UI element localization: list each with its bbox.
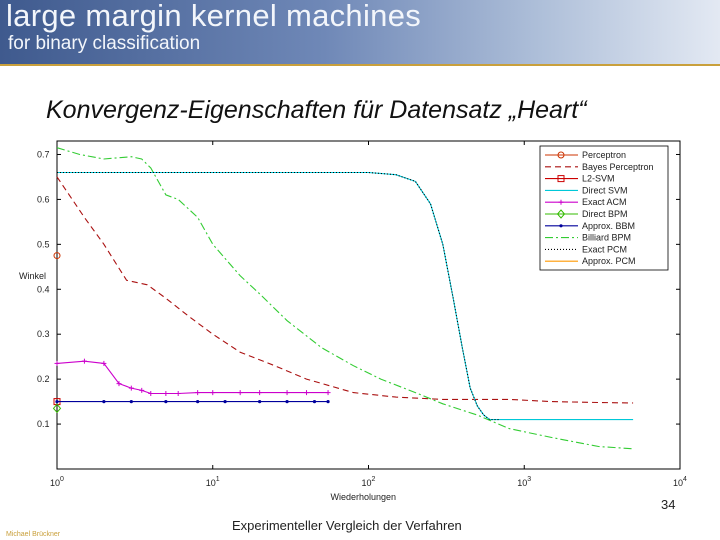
legend-bayes-perceptron-label: Bayes Perceptron [582, 162, 654, 172]
header-rule [0, 64, 720, 66]
legend-perceptron-marker [557, 151, 565, 159]
y-axis-label: Winkel [19, 271, 46, 281]
series-billiard-bpm-line [56, 147, 634, 450]
y-tick-label: 0.1 [37, 419, 50, 429]
y-tick-label: 0.6 [37, 194, 50, 204]
series-approx-bbm-point [312, 400, 317, 404]
y-tick-label: 0.2 [37, 374, 50, 384]
slide-title: Konvergenz-Eigenschaften für Datensatz „… [46, 96, 587, 124]
legend-exact-pcm-label: Exact PCM [582, 244, 627, 254]
series-bayes-perceptron-line [56, 176, 634, 404]
header-subtitle: for binary classification [8, 33, 201, 54]
x-tick-label: 103 [517, 476, 531, 488]
series-approx-bbm-point [223, 400, 227, 404]
legend-l2-svm-label: L2-SVM [582, 174, 615, 184]
legend-perceptron-label: Perceptron [582, 150, 626, 160]
legend-exact-acm-label: Exact ACM [582, 197, 627, 207]
x-tick-label: 101 [206, 476, 220, 488]
series-approx-bbm-point [102, 400, 106, 404]
legend-direct-bpm-label: Direct BPM [582, 209, 628, 219]
series-perceptron-point [53, 252, 61, 260]
series-approx-bbm-point [129, 400, 133, 404]
x-tick-label: 104 [673, 476, 687, 488]
series-exact-pcm-line [57, 171, 501, 421]
x-tick-label: 100 [50, 476, 64, 488]
y-tick-label: 0.5 [37, 239, 50, 249]
legend-approx-pcm-label: Approx. PCM [582, 256, 636, 266]
series-approx-bbm-point [326, 400, 330, 404]
x-tick-label: 102 [362, 476, 376, 488]
x-axis-label: Wiederholungen [331, 492, 397, 502]
y-tick-label: 0.7 [37, 149, 50, 159]
slide-number: 34 [661, 497, 676, 512]
legend-direct-bpm-marker [556, 209, 566, 219]
series-approx-bbm-point [196, 400, 200, 404]
slide-footer: Experimenteller Vergleich der Verfahren [232, 518, 462, 533]
legend-l2-svm-marker [557, 175, 565, 183]
header-title: large margin kernel machines [6, 0, 422, 33]
series-approx-bbm-point [285, 400, 289, 404]
y-tick-label: 0.3 [37, 329, 50, 339]
series-approx-bbm-point [164, 400, 168, 404]
series-direct-bpm-point [52, 403, 62, 414]
series-exact-acm-line [56, 360, 329, 395]
y-tick-label: 0.4 [37, 284, 50, 294]
legend-box [539, 145, 669, 271]
legend-approx-bbm-marker [559, 224, 563, 228]
header-banner: large margin kernel machines for binary … [0, 0, 720, 64]
legend-billiard-bpm-label: Billiard BPM [582, 233, 631, 243]
series-approx-bbm-point [258, 400, 262, 404]
legend-direct-svm-label: Direct SVM [582, 185, 628, 195]
series-approx-bbm-point [55, 400, 59, 404]
legend-approx-bbm-label: Approx. BBM [582, 221, 635, 231]
author-name: Michael Brückner [6, 531, 61, 538]
